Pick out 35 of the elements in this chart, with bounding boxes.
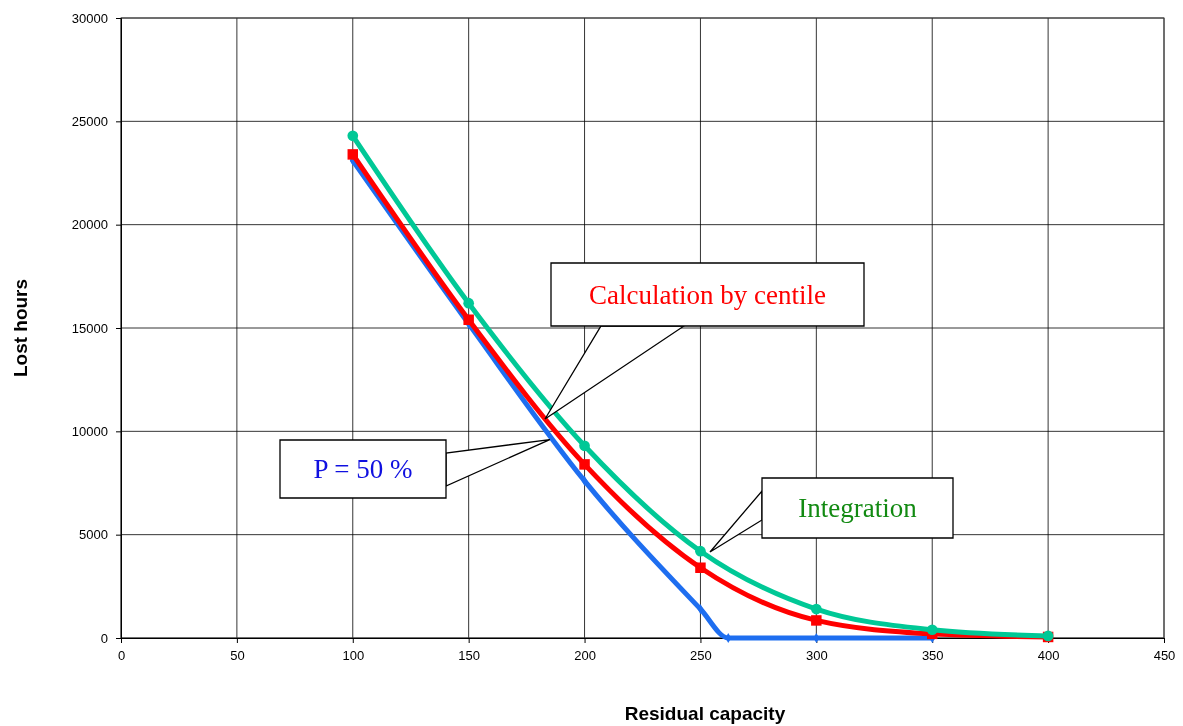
point: [463, 314, 474, 325]
y-tick-label: 5000: [79, 527, 108, 543]
y-tick-label: 15000: [71, 320, 108, 336]
point: [695, 562, 706, 573]
annotation: Calculation by centile: [589, 279, 826, 310]
x-tick-label: 400: [1037, 648, 1060, 664]
point: [347, 149, 359, 160]
x-tick-label: 200: [574, 648, 596, 664]
y-tick-label: 25000: [71, 113, 108, 129]
x-axis-title: Residual capacity: [624, 703, 786, 724]
y-tick-label: 30000: [71, 10, 108, 26]
y-tick-label: 0: [100, 630, 108, 646]
point: [695, 545, 706, 557]
x-tick-label: 50: [230, 648, 245, 664]
callout-box: P = 50 %: [279, 439, 447, 499]
y-tick-label: 20000: [71, 217, 108, 233]
point: [347, 130, 359, 142]
x-tick-label: 350: [921, 648, 944, 664]
x-tick-label: 450: [1153, 648, 1176, 664]
x-tick-label: 0: [117, 648, 126, 664]
point: [463, 297, 475, 309]
y-tick-label: 10000: [71, 423, 108, 439]
y-axis-title: Lost hours: [10, 278, 31, 378]
x-tick-label: 100: [342, 648, 365, 664]
annotation: P = 50 %: [313, 454, 413, 484]
x-tick-label: 150: [458, 648, 481, 664]
callout-box: Calculation by centile: [550, 262, 865, 327]
annotation: Integration: [798, 493, 918, 523]
point: [811, 615, 822, 626]
x-tick-label: 300: [805, 648, 828, 664]
point: [926, 624, 938, 636]
point: [810, 603, 822, 615]
x-tick-label: 250: [690, 648, 712, 664]
point: [579, 459, 590, 470]
point: [579, 440, 590, 452]
